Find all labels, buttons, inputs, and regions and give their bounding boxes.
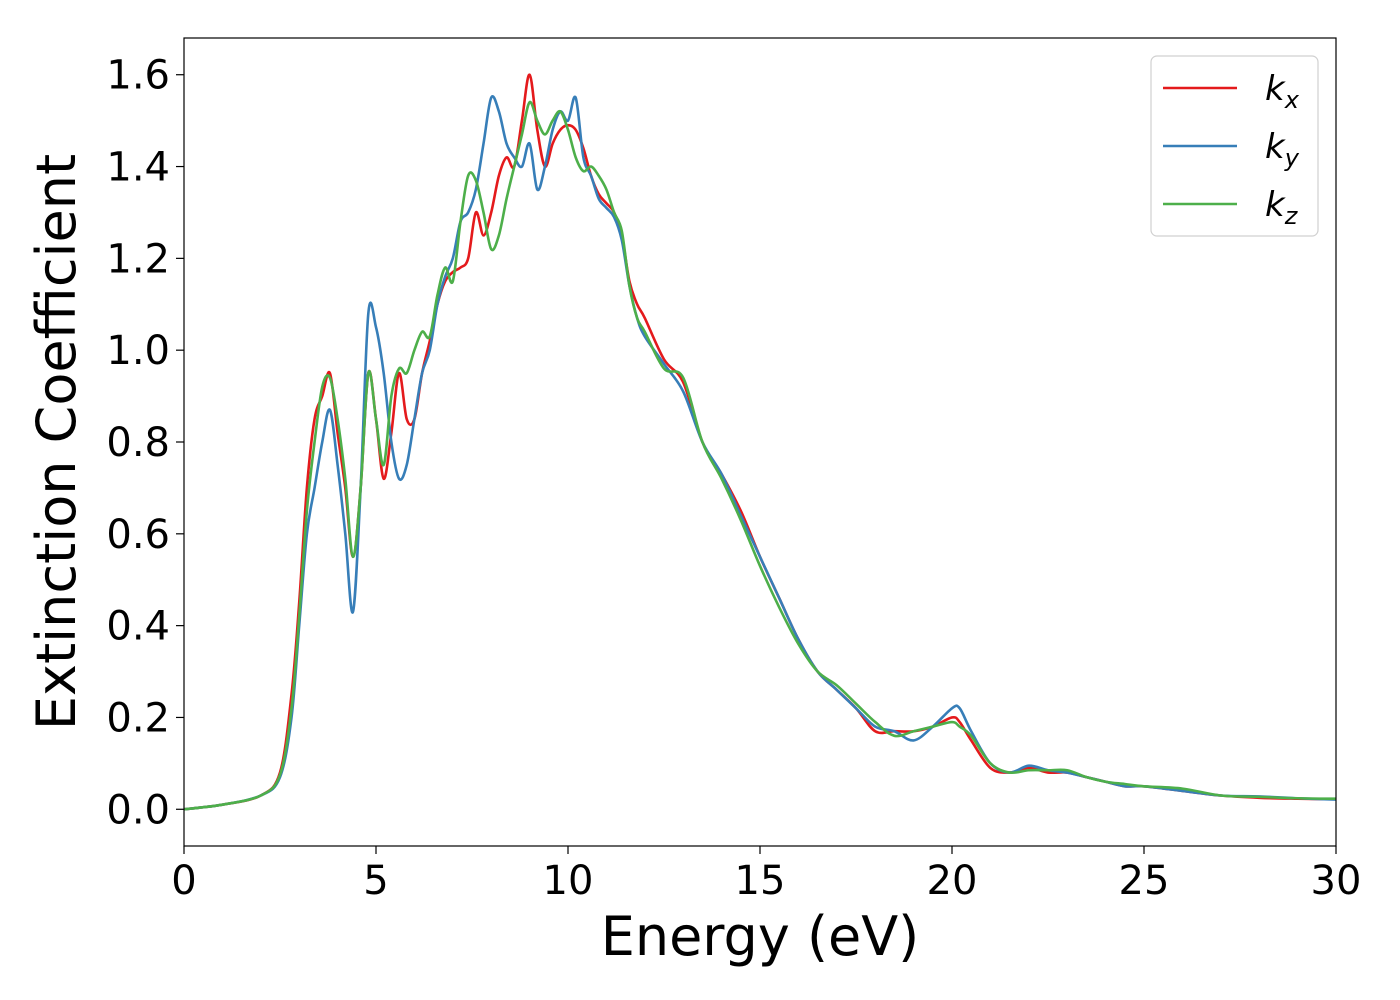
x-tick-label: 10 — [543, 858, 594, 904]
y-tick-label: 0.6 — [106, 512, 170, 558]
y-tick-label: 0.0 — [106, 787, 170, 833]
series-line-k-z — [183, 100, 1337, 811]
y-tick-label: 1.4 — [106, 145, 170, 191]
x-tick-label: 20 — [927, 858, 978, 904]
x-tick-label: 30 — [1311, 858, 1362, 904]
y-tick-label: 1.2 — [106, 236, 170, 282]
y-axis-title: Extinction Coefficient — [25, 154, 88, 730]
y-tick-label: 0.2 — [106, 695, 170, 741]
x-tick-label: 0 — [171, 858, 196, 904]
x-tick-label: 25 — [1119, 858, 1170, 904]
x-axis-title: Energy (eV) — [601, 905, 920, 968]
series-group — [183, 73, 1337, 811]
x-tick-label: 5 — [363, 858, 388, 904]
legend-label-k-y: ky — [1265, 127, 1300, 172]
y-tick-label: 0.4 — [106, 604, 170, 650]
legend-label-k-x: kx — [1265, 69, 1300, 114]
x-tick-label: 15 — [735, 858, 786, 904]
x-axis: 0 5 10 15 20 25 30 — [171, 846, 1361, 904]
y-tick-label: 0.8 — [106, 420, 170, 466]
y-tick-label: 1.6 — [106, 53, 170, 99]
y-axis: 0.0 0.2 0.4 0.6 0.8 1.0 1.2 1.4 1.6 — [106, 53, 184, 833]
legend-label-k-z: kz — [1265, 185, 1299, 230]
y-tick-label: 1.0 — [106, 328, 170, 374]
legend: kx ky kz — [1150, 55, 1319, 237]
